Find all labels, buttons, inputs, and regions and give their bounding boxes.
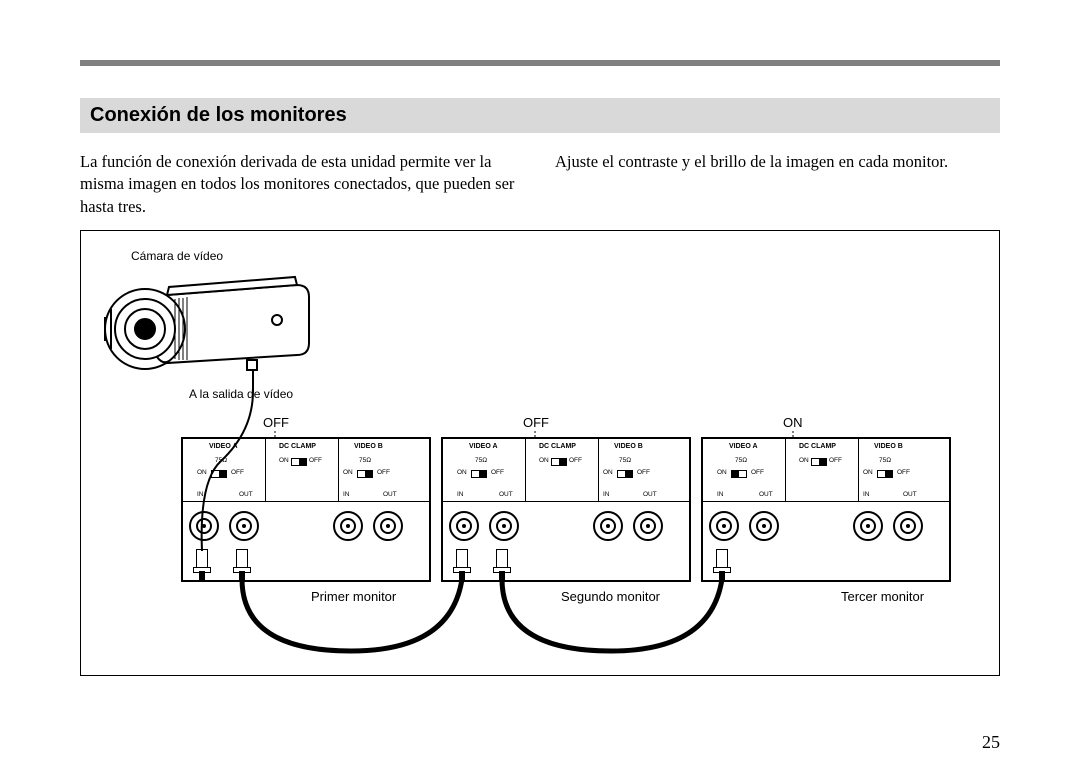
monitor-panel-1: VIDEO A DC CLAMP VIDEO B 75Ω 75Ω ON OFF … bbox=[181, 437, 431, 582]
ohm-label: 75Ω bbox=[475, 457, 487, 464]
in-label: IN bbox=[717, 491, 724, 498]
on-label: ON bbox=[197, 469, 207, 476]
out-label: OUT bbox=[383, 491, 397, 498]
panel-video-b: VIDEO B bbox=[614, 443, 643, 450]
third-monitor-caption: Tercer monitor bbox=[841, 589, 924, 604]
connection-diagram: Cámara de vídeo bbox=[80, 230, 1000, 676]
bnc-plug-icon bbox=[713, 549, 731, 579]
bnc-plug-icon bbox=[233, 549, 251, 579]
on-label: ON bbox=[343, 469, 353, 476]
bnc-connector bbox=[229, 511, 259, 541]
body-right: Ajuste el contraste y el brillo de la im… bbox=[555, 151, 1000, 218]
ohm-label: 75Ω bbox=[735, 457, 747, 464]
off-label: OFF bbox=[569, 457, 582, 464]
panel-dc-clamp: DC CLAMP bbox=[799, 443, 836, 450]
first-monitor-caption: Primer monitor bbox=[311, 589, 396, 604]
bnc-plug-icon bbox=[193, 549, 211, 579]
body-text: La función de conexión derivada de esta … bbox=[80, 151, 1000, 218]
termination-switch-a bbox=[471, 470, 487, 478]
on-label: ON bbox=[863, 469, 873, 476]
bnc-connector bbox=[373, 511, 403, 541]
dc-clamp-switch bbox=[551, 458, 567, 466]
panel-video-b: VIDEO B bbox=[354, 443, 383, 450]
out-label: OUT bbox=[239, 491, 253, 498]
ohm-label: 75Ω bbox=[359, 457, 371, 464]
ohm-label: 75Ω bbox=[619, 457, 631, 464]
in-label: IN bbox=[863, 491, 870, 498]
on-label: ON bbox=[799, 457, 809, 464]
out-label: OUT bbox=[499, 491, 513, 498]
on-label: ON bbox=[717, 469, 727, 476]
termination-switch-a bbox=[731, 470, 747, 478]
termination-switch-a bbox=[211, 470, 227, 478]
off-label: OFF bbox=[897, 469, 910, 476]
panel-dc-clamp: DC CLAMP bbox=[539, 443, 576, 450]
bnc-connector bbox=[593, 511, 623, 541]
on-label: ON bbox=[279, 457, 289, 464]
ohm-label: 75Ω bbox=[879, 457, 891, 464]
off-label: OFF bbox=[377, 469, 390, 476]
page-number: 25 bbox=[982, 732, 1000, 753]
bnc-connector bbox=[749, 511, 779, 541]
off-label: OFF bbox=[491, 469, 504, 476]
in-label: IN bbox=[343, 491, 350, 498]
bnc-connector bbox=[333, 511, 363, 541]
in-label: IN bbox=[197, 491, 204, 498]
off-label: OFF bbox=[309, 457, 322, 464]
off-label: OFF bbox=[751, 469, 764, 476]
off-label: OFF bbox=[829, 457, 842, 464]
on-label: ON bbox=[457, 469, 467, 476]
termination-switch-b bbox=[877, 470, 893, 478]
panel-video-a: VIDEO A bbox=[469, 443, 498, 450]
panel-video-b: VIDEO B bbox=[874, 443, 903, 450]
bnc-plug-icon bbox=[493, 549, 511, 579]
on-label: ON bbox=[603, 469, 613, 476]
top-rule bbox=[80, 60, 1000, 66]
panel-dc-clamp: DC CLAMP bbox=[279, 443, 316, 450]
panel-video-a: VIDEO A bbox=[209, 443, 238, 450]
second-monitor-caption: Segundo monitor bbox=[561, 589, 660, 604]
out-label: OUT bbox=[643, 491, 657, 498]
section-heading: Conexión de los monitores bbox=[80, 98, 1000, 133]
off-label: OFF bbox=[231, 469, 244, 476]
termination-switch-b bbox=[617, 470, 633, 478]
bnc-plug-icon bbox=[453, 549, 471, 579]
ohm-label: 75Ω bbox=[215, 457, 227, 464]
dc-clamp-switch bbox=[811, 458, 827, 466]
monitor-panel-2: VIDEO A DC CLAMP VIDEO B 75Ω 75Ω ON OFF … bbox=[441, 437, 691, 582]
in-label: IN bbox=[457, 491, 464, 498]
bnc-connector bbox=[709, 511, 739, 541]
off-label: OFF bbox=[637, 469, 650, 476]
dc-clamp-switch bbox=[291, 458, 307, 466]
bnc-connector bbox=[633, 511, 663, 541]
out-label: OUT bbox=[759, 491, 773, 498]
monitor-panel-3: VIDEO A DC CLAMP VIDEO B 75Ω 75Ω ON OFF … bbox=[701, 437, 951, 582]
bnc-connector bbox=[449, 511, 479, 541]
on-label: ON bbox=[539, 457, 549, 464]
out-label: OUT bbox=[903, 491, 917, 498]
bnc-connector bbox=[489, 511, 519, 541]
body-left: La función de conexión derivada de esta … bbox=[80, 151, 525, 218]
bnc-connector bbox=[853, 511, 883, 541]
bnc-connector bbox=[893, 511, 923, 541]
termination-switch-b bbox=[357, 470, 373, 478]
panel-video-a: VIDEO A bbox=[729, 443, 758, 450]
in-label: IN bbox=[603, 491, 610, 498]
bnc-connector bbox=[189, 511, 219, 541]
